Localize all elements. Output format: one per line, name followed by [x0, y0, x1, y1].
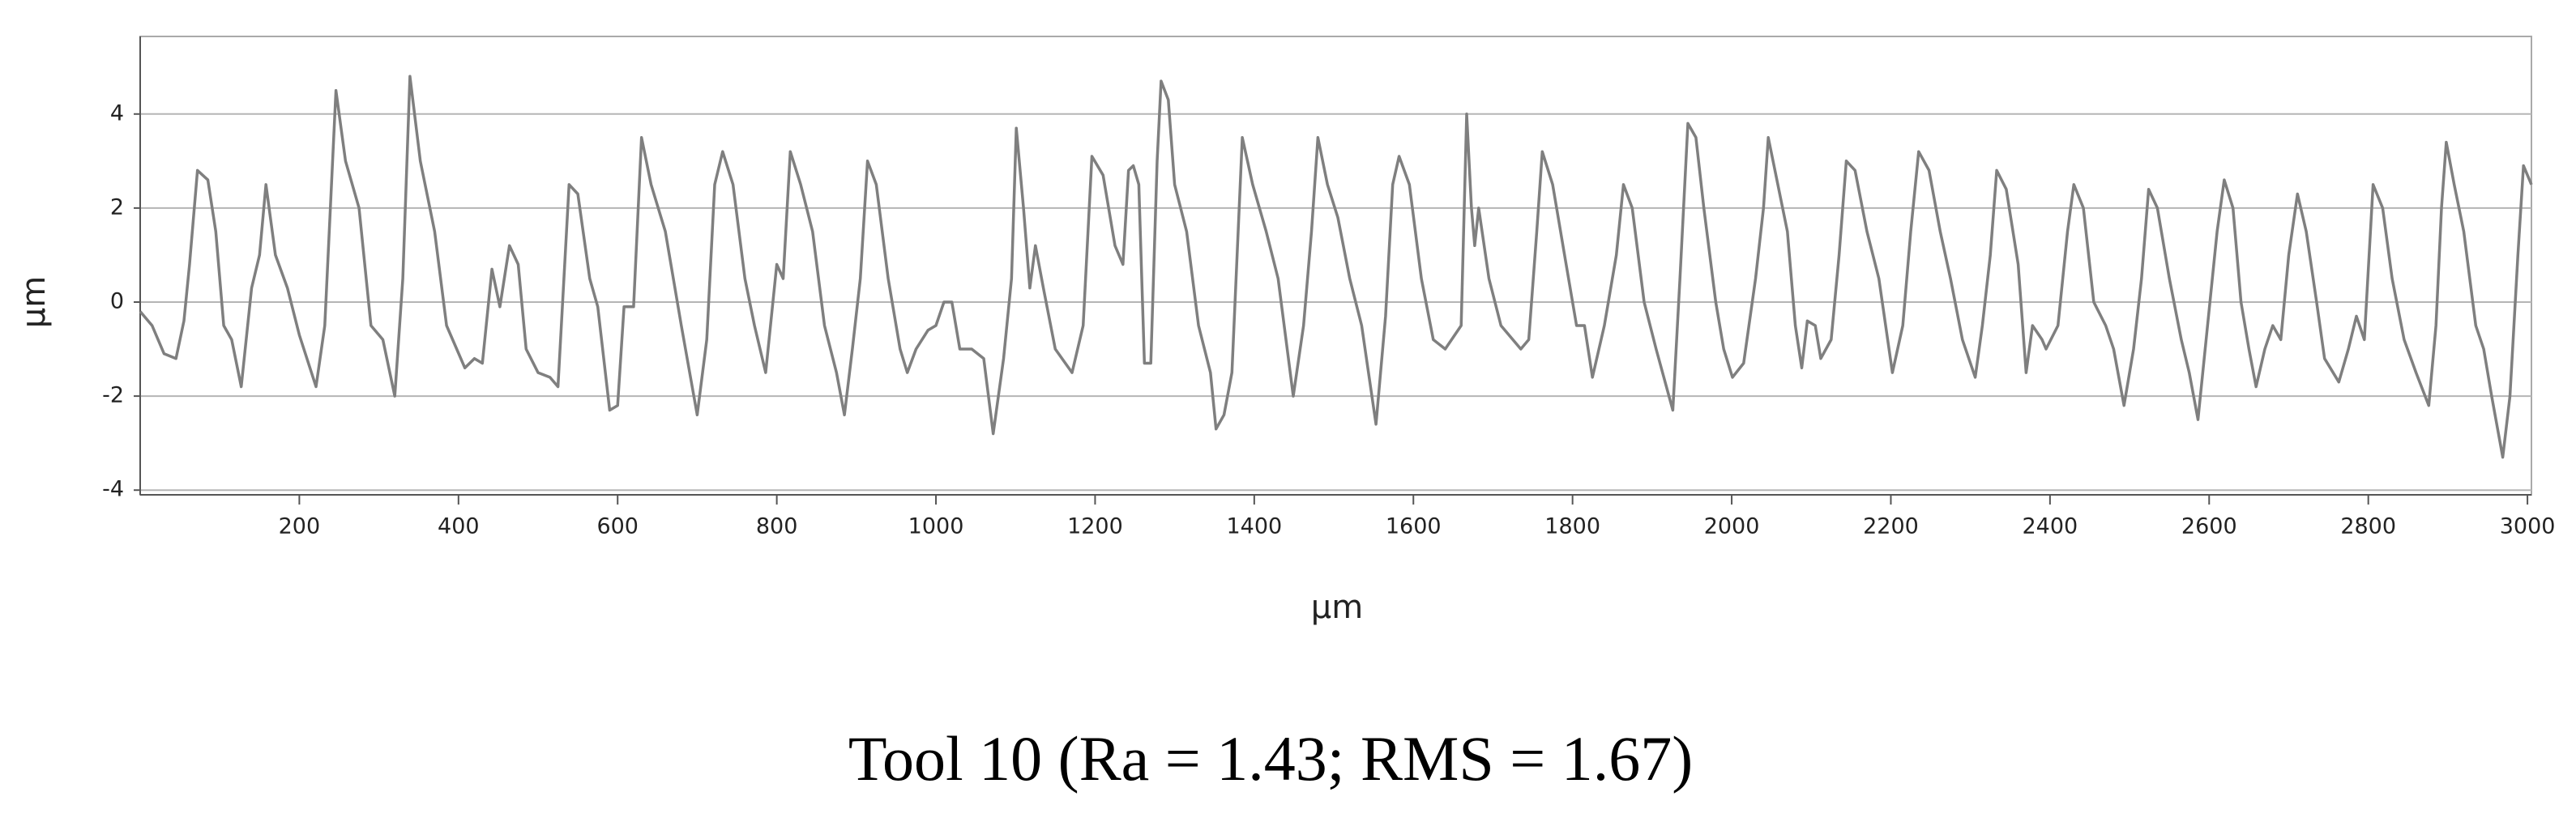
- x-tick-label: 1600: [1386, 514, 1442, 539]
- x-tick-label: 200: [279, 514, 321, 539]
- x-tick-label: 1800: [1544, 514, 1600, 539]
- y-tick-label: 4: [110, 100, 124, 126]
- x-tick-label: 2200: [1863, 514, 1919, 539]
- x-tick-label: 3000: [2500, 514, 2556, 539]
- profile-line: [139, 75, 2533, 459]
- y-tick-label: -4: [102, 477, 124, 502]
- x-tick-label: 2600: [2181, 514, 2237, 539]
- x-tick-label: 2800: [2340, 514, 2396, 539]
- caption: Tool 10 (Ra = 1.43; RMS = 1.67): [848, 723, 1693, 794]
- y-tick-label: 2: [110, 194, 124, 219]
- x-tick-label: 400: [438, 514, 480, 539]
- x-tick-label: 1000: [908, 514, 964, 539]
- x-tick-label: 600: [596, 514, 639, 539]
- x-axis-label: µm: [1311, 589, 1363, 626]
- y-tick-label: -2: [102, 383, 124, 408]
- x-tick-label: 2000: [1704, 514, 1760, 539]
- x-tick-label: 2400: [2023, 514, 2078, 539]
- plot-area: [139, 36, 2532, 496]
- x-tick-label: 1200: [1067, 514, 1123, 539]
- x-tick-label: 1400: [1226, 514, 1282, 539]
- x-tick-label: 800: [756, 514, 798, 539]
- y-tick-label: 0: [110, 288, 124, 313]
- y-axis-label: µm: [15, 276, 53, 328]
